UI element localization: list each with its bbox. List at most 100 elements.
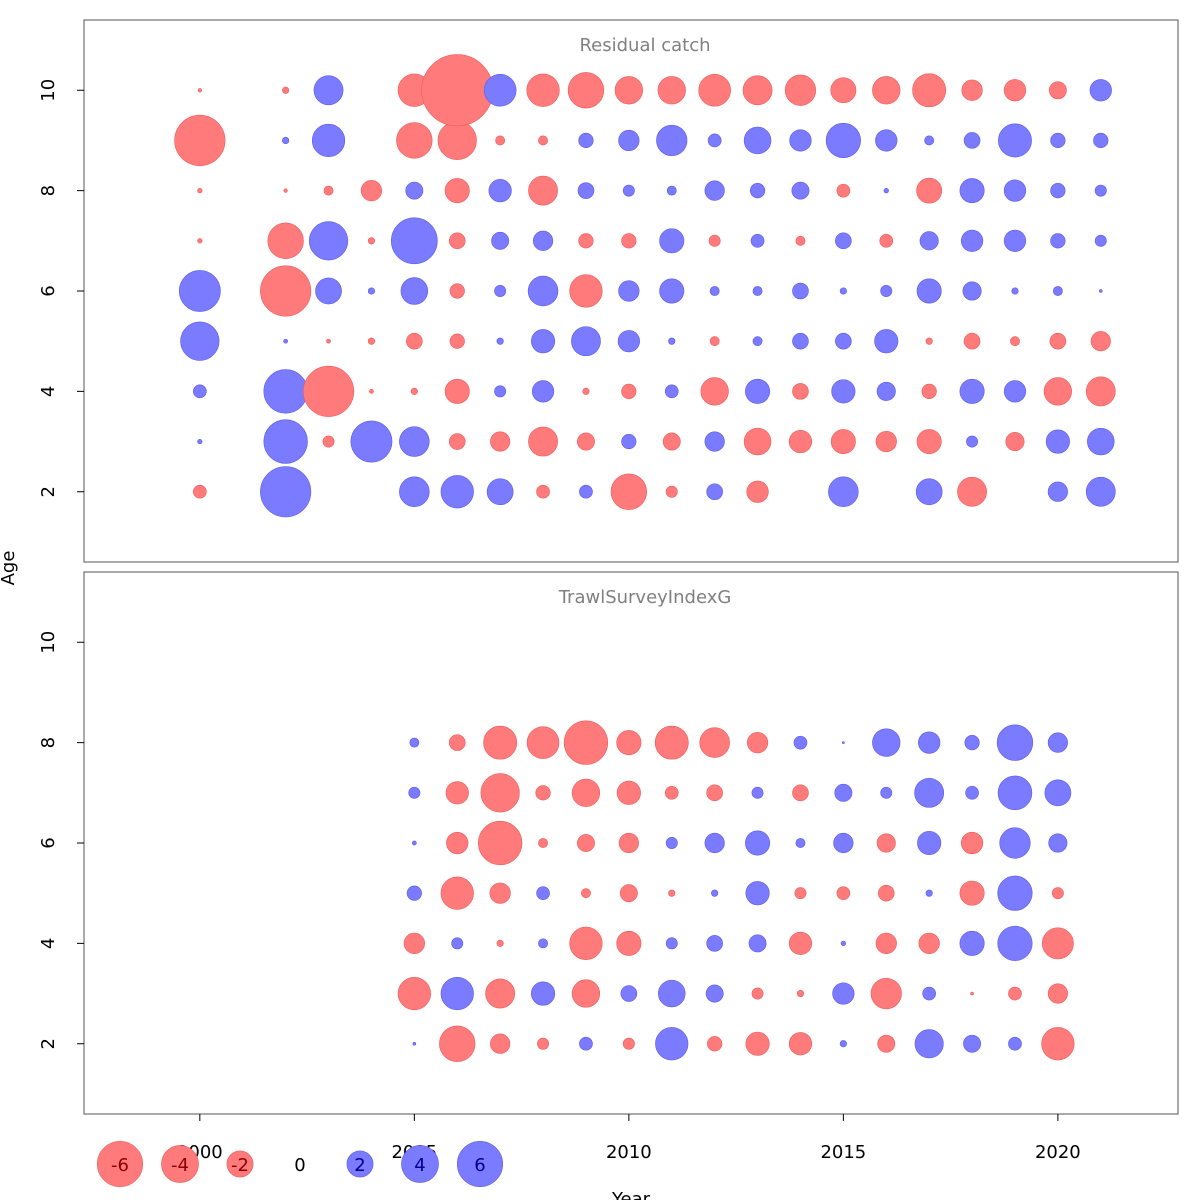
residual-bubble bbox=[571, 979, 601, 1008]
residual-bubble bbox=[963, 1034, 981, 1053]
residual-bubble bbox=[405, 181, 424, 200]
residual-bubble bbox=[483, 725, 518, 760]
residual-bubble bbox=[622, 184, 635, 197]
residual-bubble bbox=[494, 385, 507, 398]
residual-bubble bbox=[962, 281, 982, 301]
residual-bubble bbox=[960, 831, 984, 855]
residual-bubble bbox=[1094, 184, 1107, 197]
residual-bubble bbox=[578, 132, 594, 149]
residual-bubble bbox=[569, 926, 603, 960]
residual-bubble bbox=[616, 930, 642, 956]
residual-bubble bbox=[743, 427, 772, 456]
residual-bubble bbox=[796, 989, 805, 998]
residual-bubble bbox=[880, 285, 893, 297]
residual-bubble bbox=[1093, 132, 1109, 149]
residual-bubble bbox=[788, 429, 813, 454]
residual-bubble bbox=[883, 188, 889, 194]
residual-bubble bbox=[197, 438, 203, 445]
residual-bubble bbox=[477, 820, 523, 866]
residual-bubble bbox=[421, 54, 494, 127]
residual-bubble bbox=[578, 233, 594, 249]
residual-bubble bbox=[879, 234, 894, 248]
residual-bubble bbox=[178, 270, 221, 312]
residual-bubble bbox=[399, 476, 430, 507]
residual-bubble bbox=[528, 426, 558, 457]
residual-bubble bbox=[918, 932, 940, 954]
residual-bubble bbox=[411, 840, 417, 846]
legend-label: 2 bbox=[354, 1155, 365, 1176]
residual-bubble bbox=[959, 880, 985, 906]
legend-label: 0 bbox=[294, 1155, 305, 1176]
residual-bubble bbox=[839, 287, 847, 295]
residual-bubble bbox=[1044, 779, 1072, 807]
residual-bubble bbox=[283, 338, 288, 344]
legend-label: 4 bbox=[414, 1155, 425, 1176]
residual-bubble bbox=[876, 381, 896, 401]
residual-bubble bbox=[1041, 1027, 1075, 1061]
residual-bubble bbox=[959, 178, 985, 204]
residual-bubble bbox=[657, 76, 686, 105]
residual-bubble bbox=[917, 830, 942, 856]
residual-bubble bbox=[877, 884, 895, 902]
residual-bubble bbox=[1003, 380, 1027, 403]
residual-bubble bbox=[537, 1037, 549, 1050]
residual-bubble bbox=[961, 79, 983, 101]
residual-bubble bbox=[1047, 983, 1068, 1004]
residual-bubble bbox=[486, 478, 514, 506]
residual-bubble bbox=[616, 730, 642, 756]
residual-bubble bbox=[957, 476, 987, 507]
residual-bubble bbox=[875, 932, 897, 954]
residual-bubble bbox=[326, 338, 331, 344]
residual-bubble bbox=[396, 122, 433, 159]
residual-bubble bbox=[282, 136, 290, 145]
residual-bubble bbox=[490, 431, 511, 452]
residual-bubble bbox=[412, 1041, 417, 1046]
residual-bubble bbox=[706, 784, 723, 802]
y-tick-label: 8 bbox=[38, 737, 59, 748]
residual-bubble bbox=[1049, 332, 1067, 350]
residual-bubble bbox=[916, 278, 942, 304]
residual-bubble bbox=[912, 73, 947, 108]
residual-bubble bbox=[919, 231, 939, 251]
residual-bubble bbox=[400, 277, 429, 305]
residual-bubble bbox=[876, 833, 896, 853]
residual-bubble bbox=[488, 179, 512, 203]
residual-bubble bbox=[536, 484, 550, 499]
residual-bubble bbox=[659, 228, 685, 254]
residual-bubble bbox=[180, 321, 220, 361]
residual-bubble bbox=[784, 74, 817, 106]
residual-bubble bbox=[260, 265, 312, 317]
residual-bubble bbox=[1008, 1036, 1022, 1051]
residual-bubble bbox=[872, 728, 901, 757]
residual-bubble bbox=[1045, 429, 1070, 454]
residual-bubble bbox=[792, 282, 809, 300]
residual-bubble bbox=[448, 232, 466, 250]
residual-bubble bbox=[963, 132, 981, 149]
legend-label: 6 bbox=[474, 1155, 485, 1176]
residual-bubble bbox=[1099, 289, 1103, 293]
residual-bubble bbox=[367, 337, 376, 345]
residual-bubble bbox=[752, 286, 763, 296]
residual-bubble bbox=[914, 1029, 944, 1059]
residual-bubble bbox=[752, 336, 763, 347]
residual-bubble bbox=[699, 727, 730, 758]
residual-bubble bbox=[197, 238, 203, 244]
residual-bubble bbox=[263, 419, 308, 464]
y-tick-label: 4 bbox=[38, 938, 59, 949]
residual-bubble bbox=[658, 979, 686, 1008]
residual-bubble bbox=[874, 329, 899, 354]
panel-1: Residual catch 2 4 6 8 10 bbox=[38, 19, 1179, 563]
residual-bubble bbox=[582, 387, 590, 395]
residual-bubble bbox=[1008, 986, 1022, 1001]
legend-bubble bbox=[346, 1150, 374, 1178]
residual-bubble bbox=[483, 73, 517, 107]
residual-bubble bbox=[789, 129, 812, 152]
residual-bubble bbox=[403, 932, 425, 954]
residual-bubble bbox=[313, 75, 344, 106]
residual-bubble bbox=[571, 326, 601, 357]
residual-bubble bbox=[579, 484, 593, 499]
residual-bubble bbox=[622, 1037, 635, 1050]
residual-bubble bbox=[311, 123, 346, 158]
panels: Residual catch 2 4 6 8 10 TrawlSurveyIndexG 2 4 6… bbox=[38, 19, 1179, 1115]
residual-bubble bbox=[619, 884, 638, 903]
